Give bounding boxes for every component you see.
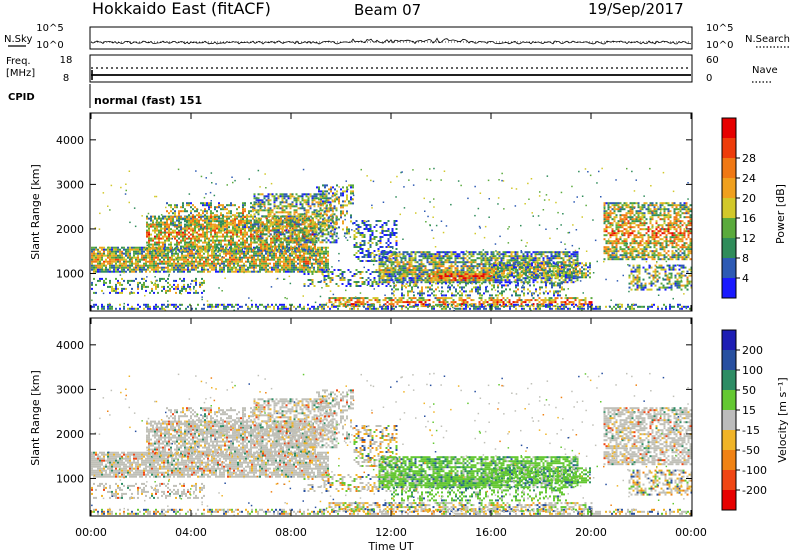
cpid-label: CPID bbox=[8, 92, 35, 103]
colorbar-tick-label: 100 bbox=[742, 364, 763, 377]
plot-title: Hokkaido East (fitACF) bbox=[92, 0, 271, 18]
colorbar-swatch bbox=[722, 410, 736, 430]
beam-label: Beam 07 bbox=[354, 1, 421, 19]
colorbar-tick-label: -200 bbox=[742, 484, 767, 497]
colorbar-swatch bbox=[722, 258, 736, 278]
velocity-y-ticks: 1000 2000 3000 4000 bbox=[56, 339, 692, 485]
noise-panel: N.Sky 10^5 10^0 10^5 10^0 N.Search bbox=[4, 23, 790, 51]
velocity-colorbar-label: Velocity [m s⁻¹] bbox=[776, 377, 789, 462]
colorbar-tick-label: 8 bbox=[742, 252, 749, 265]
power-colorbar: 4 8 12 16 20 24 28 bbox=[721, 117, 756, 299]
y-tick-label: 1000 bbox=[56, 472, 84, 485]
colorbar-tick-label: -50 bbox=[742, 444, 760, 457]
freq-panel: Freq. [MHz] 18 8 60 0 Nave bbox=[6, 54, 778, 84]
colorbar-tick-label: 20 bbox=[742, 192, 756, 205]
y-tick-label: 4000 bbox=[56, 339, 84, 352]
y-tick-label: 3000 bbox=[56, 383, 84, 396]
noise-trace bbox=[90, 37, 692, 45]
colorbar-tick-label: -15 bbox=[742, 424, 760, 437]
noise-left-tick-top: 10^5 bbox=[36, 23, 63, 34]
power-y-ticks: 1000 2000 3000 4000 bbox=[56, 134, 692, 280]
colorbar-tick-label: 24 bbox=[742, 172, 756, 185]
colorbar-tick-label: 15 bbox=[742, 404, 756, 417]
colorbar-frame bbox=[721, 329, 737, 511]
colorbar-swatch bbox=[722, 370, 736, 390]
freq-panel-frame bbox=[89, 54, 693, 83]
time-tick-label: 00:00 bbox=[75, 526, 107, 539]
date-label: 19/Sep/2017 bbox=[588, 0, 684, 18]
colorbar-swatch bbox=[722, 118, 736, 138]
nave-tick-bottom: 0 bbox=[706, 73, 712, 84]
freq-tick-top: 18 bbox=[60, 55, 73, 66]
colorbar-swatch bbox=[722, 158, 736, 178]
noise-right-tick-bottom: 10^0 bbox=[706, 40, 733, 51]
time-tick-label: 16:00 bbox=[475, 526, 507, 539]
noise-panel-frame bbox=[89, 26, 693, 50]
colorbar-tick-label: 28 bbox=[742, 152, 756, 165]
y-tick-label: 2000 bbox=[56, 428, 84, 441]
colorbar-tick-label: 12 bbox=[742, 232, 756, 245]
colorbar-swatch bbox=[722, 330, 736, 350]
colorbar-frame bbox=[721, 117, 737, 299]
colorbar-tick-label: 4 bbox=[742, 272, 749, 285]
colorbar-swatch bbox=[722, 490, 736, 510]
colorbar-swatch bbox=[722, 450, 736, 470]
noise-left-label: N.Sky bbox=[4, 34, 32, 45]
time-tick-label: 12:00 bbox=[375, 526, 407, 539]
freq-tick-bottom: 8 bbox=[63, 73, 69, 84]
colorbar-swatch bbox=[722, 238, 736, 258]
colorbar-swatch bbox=[722, 278, 736, 298]
velocity-data bbox=[91, 372, 693, 517]
colorbar-swatch bbox=[722, 350, 736, 370]
colorbar-tick-label: 200 bbox=[742, 344, 763, 357]
power-colorbar-label: Power [dB] bbox=[774, 184, 787, 244]
colorbar-swatch bbox=[722, 390, 736, 410]
cpid-panel: CPID normal (fast) 151 bbox=[8, 84, 202, 108]
colorbar-swatch bbox=[722, 218, 736, 238]
y-tick-label: 3000 bbox=[56, 178, 84, 191]
colorbar-swatch bbox=[722, 178, 736, 198]
noise-sky-trace bbox=[90, 37, 692, 45]
colorbar-swatch bbox=[722, 138, 736, 158]
freq-label-1: Freq. bbox=[6, 56, 31, 67]
colorbar-swatch bbox=[722, 430, 736, 450]
colorbar-tick-label: 16 bbox=[742, 212, 756, 225]
colorbar-tick-label: 50 bbox=[742, 384, 756, 397]
noise-left-tick-bottom: 10^0 bbox=[36, 40, 63, 51]
nave-tick-top: 60 bbox=[706, 55, 719, 66]
y-tick-label: 1000 bbox=[56, 267, 84, 280]
power-panel: 1000 2000 3000 4000 Slant Range [km] 4 8 12 16… bbox=[29, 112, 787, 312]
y-tick-label: 2000 bbox=[56, 223, 84, 236]
velocity-colorbar: 200 100 50 15 -15 -50 -100 -200 bbox=[721, 329, 767, 511]
time-axis-label: Time UT bbox=[367, 540, 413, 553]
time-tick-label: 20:00 bbox=[575, 526, 607, 539]
freq-label-2: [MHz] bbox=[6, 68, 35, 79]
noise-right-tick-top: 10^5 bbox=[706, 23, 733, 34]
noise-right-label: N.Search bbox=[745, 34, 790, 45]
colorbar-swatch bbox=[722, 470, 736, 490]
velocity-ylabel: Slant Range [km] bbox=[29, 370, 42, 466]
power-ylabel: Slant Range [km] bbox=[29, 164, 42, 260]
time-axis: 00:00 04:00 08:00 12:00 16:00 20:00 00:00 bbox=[75, 113, 707, 539]
colorbar-tick-label: -100 bbox=[742, 464, 767, 477]
power-data bbox=[91, 167, 693, 312]
colorbar-swatch bbox=[722, 198, 736, 218]
velocity-panel: 1000 2000 3000 4000 Slant Range [km] 200 100… bbox=[29, 317, 789, 517]
time-tick-label: 04:00 bbox=[175, 526, 207, 539]
y-tick-label: 4000 bbox=[56, 134, 84, 147]
cpid-value: normal (fast) 151 bbox=[94, 94, 202, 107]
nave-label: Nave bbox=[752, 65, 778, 76]
time-tick-label: 08:00 bbox=[275, 526, 307, 539]
time-tick-label: 00:00 bbox=[675, 526, 707, 539]
